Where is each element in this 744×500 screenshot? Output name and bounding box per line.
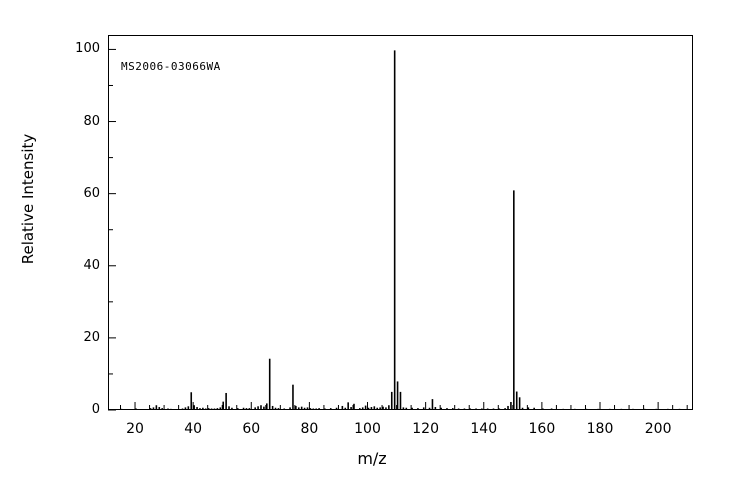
- y-tick-label: 100: [75, 41, 100, 57]
- sample-id-annotation: MS2006-03066WA: [121, 60, 221, 73]
- x-tick-label: 180: [586, 421, 614, 437]
- x-tick-label: 140: [470, 421, 498, 437]
- y-tick-label: 80: [83, 113, 100, 129]
- y-tick-label: 60: [83, 185, 100, 201]
- plot-area: [108, 35, 693, 410]
- x-tick-label: 120: [412, 421, 439, 437]
- x-tick-label: 160: [528, 421, 556, 437]
- y-tick-label: 40: [83, 257, 100, 273]
- y-axis-title: Relative Intensity: [19, 133, 37, 265]
- x-tick-label: 200: [644, 421, 672, 437]
- x-tick-label: 60: [242, 421, 261, 437]
- x-tick-label: 40: [184, 421, 203, 437]
- y-tick-label: 20: [83, 329, 100, 345]
- spectrum-plot: [120, 50, 681, 409]
- x-tick-label: 100: [354, 421, 381, 437]
- y-tick-label: 0: [91, 402, 100, 417]
- x-axis-title: m/z: [357, 449, 387, 468]
- x-tick-label: 20: [126, 421, 144, 437]
- x-tick-label: 80: [300, 421, 319, 437]
